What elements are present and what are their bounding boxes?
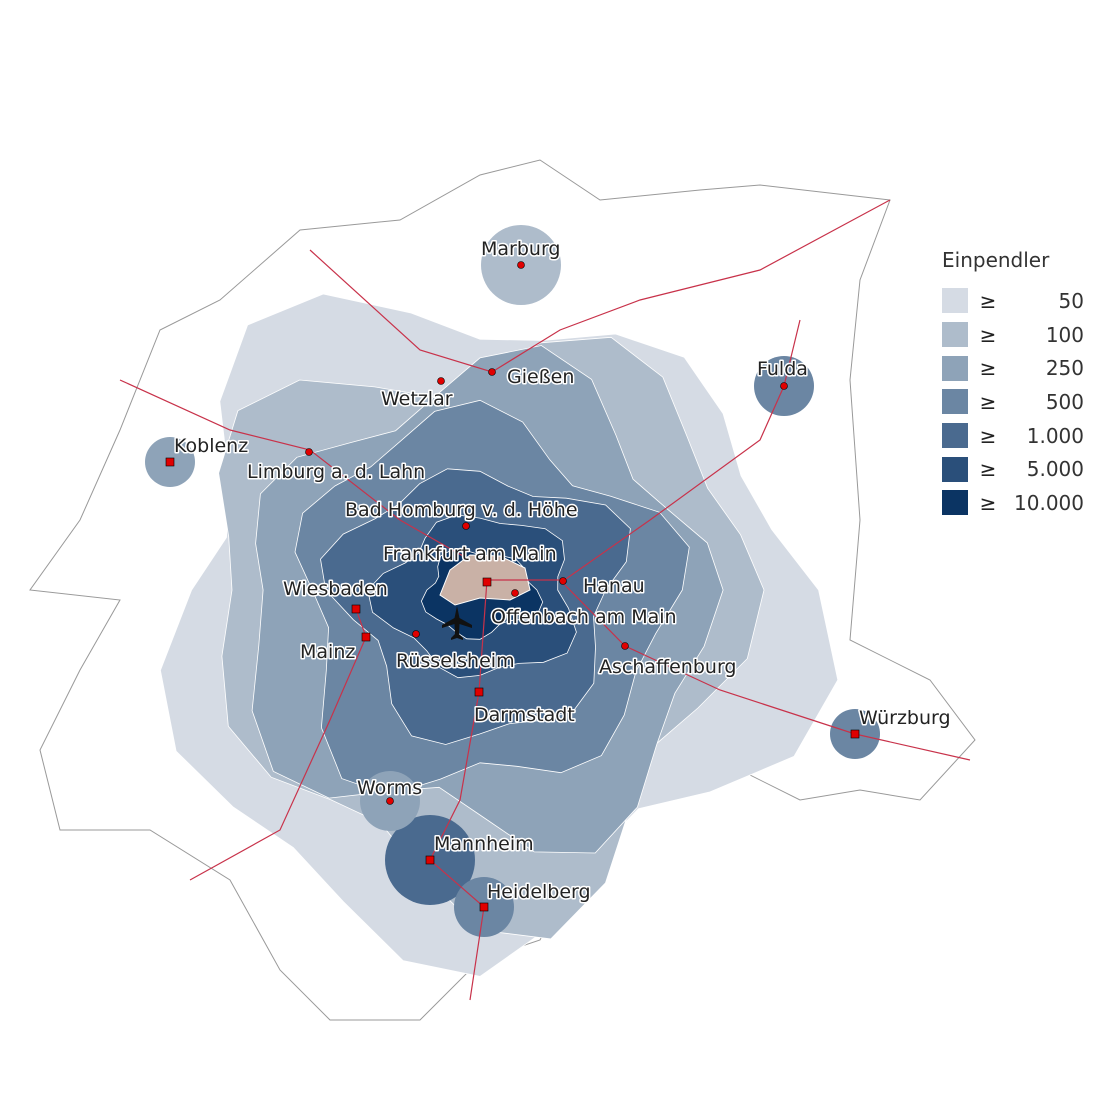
city-marker [780, 382, 788, 390]
city-marker [462, 522, 470, 530]
city-label: Rüsselsheim [396, 650, 515, 672]
city-label: Limburg a. d. Lahn [247, 461, 425, 483]
road [429, 579, 488, 1001]
city: Marburg [480, 237, 562, 269]
legend-swatch [942, 456, 968, 482]
legend-item: ≥250 [942, 351, 1092, 385]
legend-swatch [942, 389, 968, 415]
city: Limburg a. d. Lahn [246, 448, 427, 485]
city-label: Aschaffenburg [599, 656, 737, 678]
city-marker [412, 630, 420, 638]
city-label: Worms [357, 777, 422, 799]
city-marker [386, 797, 394, 805]
city-marker [425, 855, 435, 865]
legend-value: 10.000 [1014, 490, 1084, 515]
legend-swatch [942, 355, 968, 381]
legend-swatch [942, 288, 968, 314]
city: Mainz [299, 632, 371, 665]
city-marker [482, 577, 492, 587]
city-label: Wiesbaden [283, 578, 388, 600]
city-marker [351, 604, 361, 614]
legend-symbol: ≥ [979, 356, 997, 381]
road [189, 608, 367, 881]
legend-swatch [942, 490, 968, 516]
legend-symbol: ≥ [979, 389, 997, 414]
city-label: Würzburg [859, 707, 951, 729]
legend-swatch [942, 423, 968, 449]
city: Hanau [559, 574, 646, 599]
city: Darmstadt [473, 687, 576, 728]
legend-value: 50 [1058, 288, 1084, 313]
city-label: Offenbach am Main [491, 606, 677, 628]
legend-value: 1.000 [1026, 423, 1084, 448]
legend-symbol: ≥ [979, 322, 997, 347]
city: Koblenz [165, 434, 250, 467]
legend-value: 250 [1045, 356, 1084, 381]
motorways [119, 199, 971, 1001]
city: Gießen [488, 365, 576, 390]
city-marker [621, 642, 629, 650]
legend-item: ≥100 [942, 318, 1092, 352]
city: Worms [356, 776, 424, 805]
city-marker [559, 577, 567, 585]
legend-item: ≥1.000 [942, 419, 1092, 453]
city-label: Marburg [481, 238, 561, 260]
legend-item: ≥5.000 [942, 452, 1092, 486]
city-label: Mannheim [434, 833, 534, 855]
legend-value: 100 [1045, 322, 1084, 347]
city-marker [361, 632, 371, 642]
city-marker [305, 448, 313, 456]
city: Würzburg [850, 706, 952, 739]
city: Offenbach am Main [490, 589, 678, 630]
city: Fulda [756, 357, 809, 390]
road [562, 319, 801, 582]
city-label: Koblenz [174, 435, 248, 457]
legend-item: ≥500 [942, 385, 1092, 419]
legend-value: 500 [1045, 389, 1084, 414]
legend-item: ≥10.000 [942, 486, 1092, 520]
legend-symbol: ≥ [979, 423, 997, 448]
city-marker [474, 687, 484, 697]
legend-value: 5.000 [1026, 457, 1084, 482]
city: Mannheim [425, 832, 535, 865]
city: Rüsselsheim [395, 630, 516, 674]
city: Heidelberg [479, 880, 592, 912]
legend-symbol: ≥ [979, 490, 997, 515]
city-marker [479, 902, 489, 912]
airplane-icon [442, 606, 472, 640]
city-label: Darmstadt [474, 704, 575, 726]
city-marker [517, 261, 525, 269]
city-label: Gießen [507, 366, 574, 388]
road [487, 579, 971, 761]
city-label: Wetzlar [381, 388, 453, 410]
city: Bad Homburg v. d. Höhe [344, 498, 579, 530]
city: Wiesbaden [282, 577, 389, 614]
city: Aschaffenburg [598, 642, 738, 680]
city-marker [165, 457, 175, 467]
city-marker [850, 729, 860, 739]
city-markers: Marburg Gießen Wetzlar Fulda Koblenz Limburg … [165, 237, 952, 912]
city-label: Frankfurt am Main [383, 543, 557, 565]
legend-item: ≥50 [942, 284, 1092, 318]
city-label: Hanau [583, 575, 645, 597]
road [309, 199, 891, 373]
city-label: Bad Homburg v. d. Höhe [345, 499, 578, 521]
city-marker [488, 368, 496, 376]
legend-swatch [942, 322, 968, 348]
legend: Einpendler ≥50 ≥100 ≥250 ≥500 ≥1.000 ≥5.000 ≥1… [942, 248, 1092, 520]
city-marker [511, 589, 519, 597]
legend-symbol: ≥ [979, 288, 997, 313]
legend-symbol: ≥ [979, 457, 997, 482]
legend-title: Einpendler [942, 248, 1050, 272]
city-label: Fulda [757, 358, 808, 380]
city-label: Mainz [300, 641, 355, 663]
city: Frankfurt am Main [382, 542, 558, 587]
city-marker [437, 377, 445, 385]
city-label: Heidelberg [487, 881, 591, 903]
city: Wetzlar [380, 377, 454, 412]
